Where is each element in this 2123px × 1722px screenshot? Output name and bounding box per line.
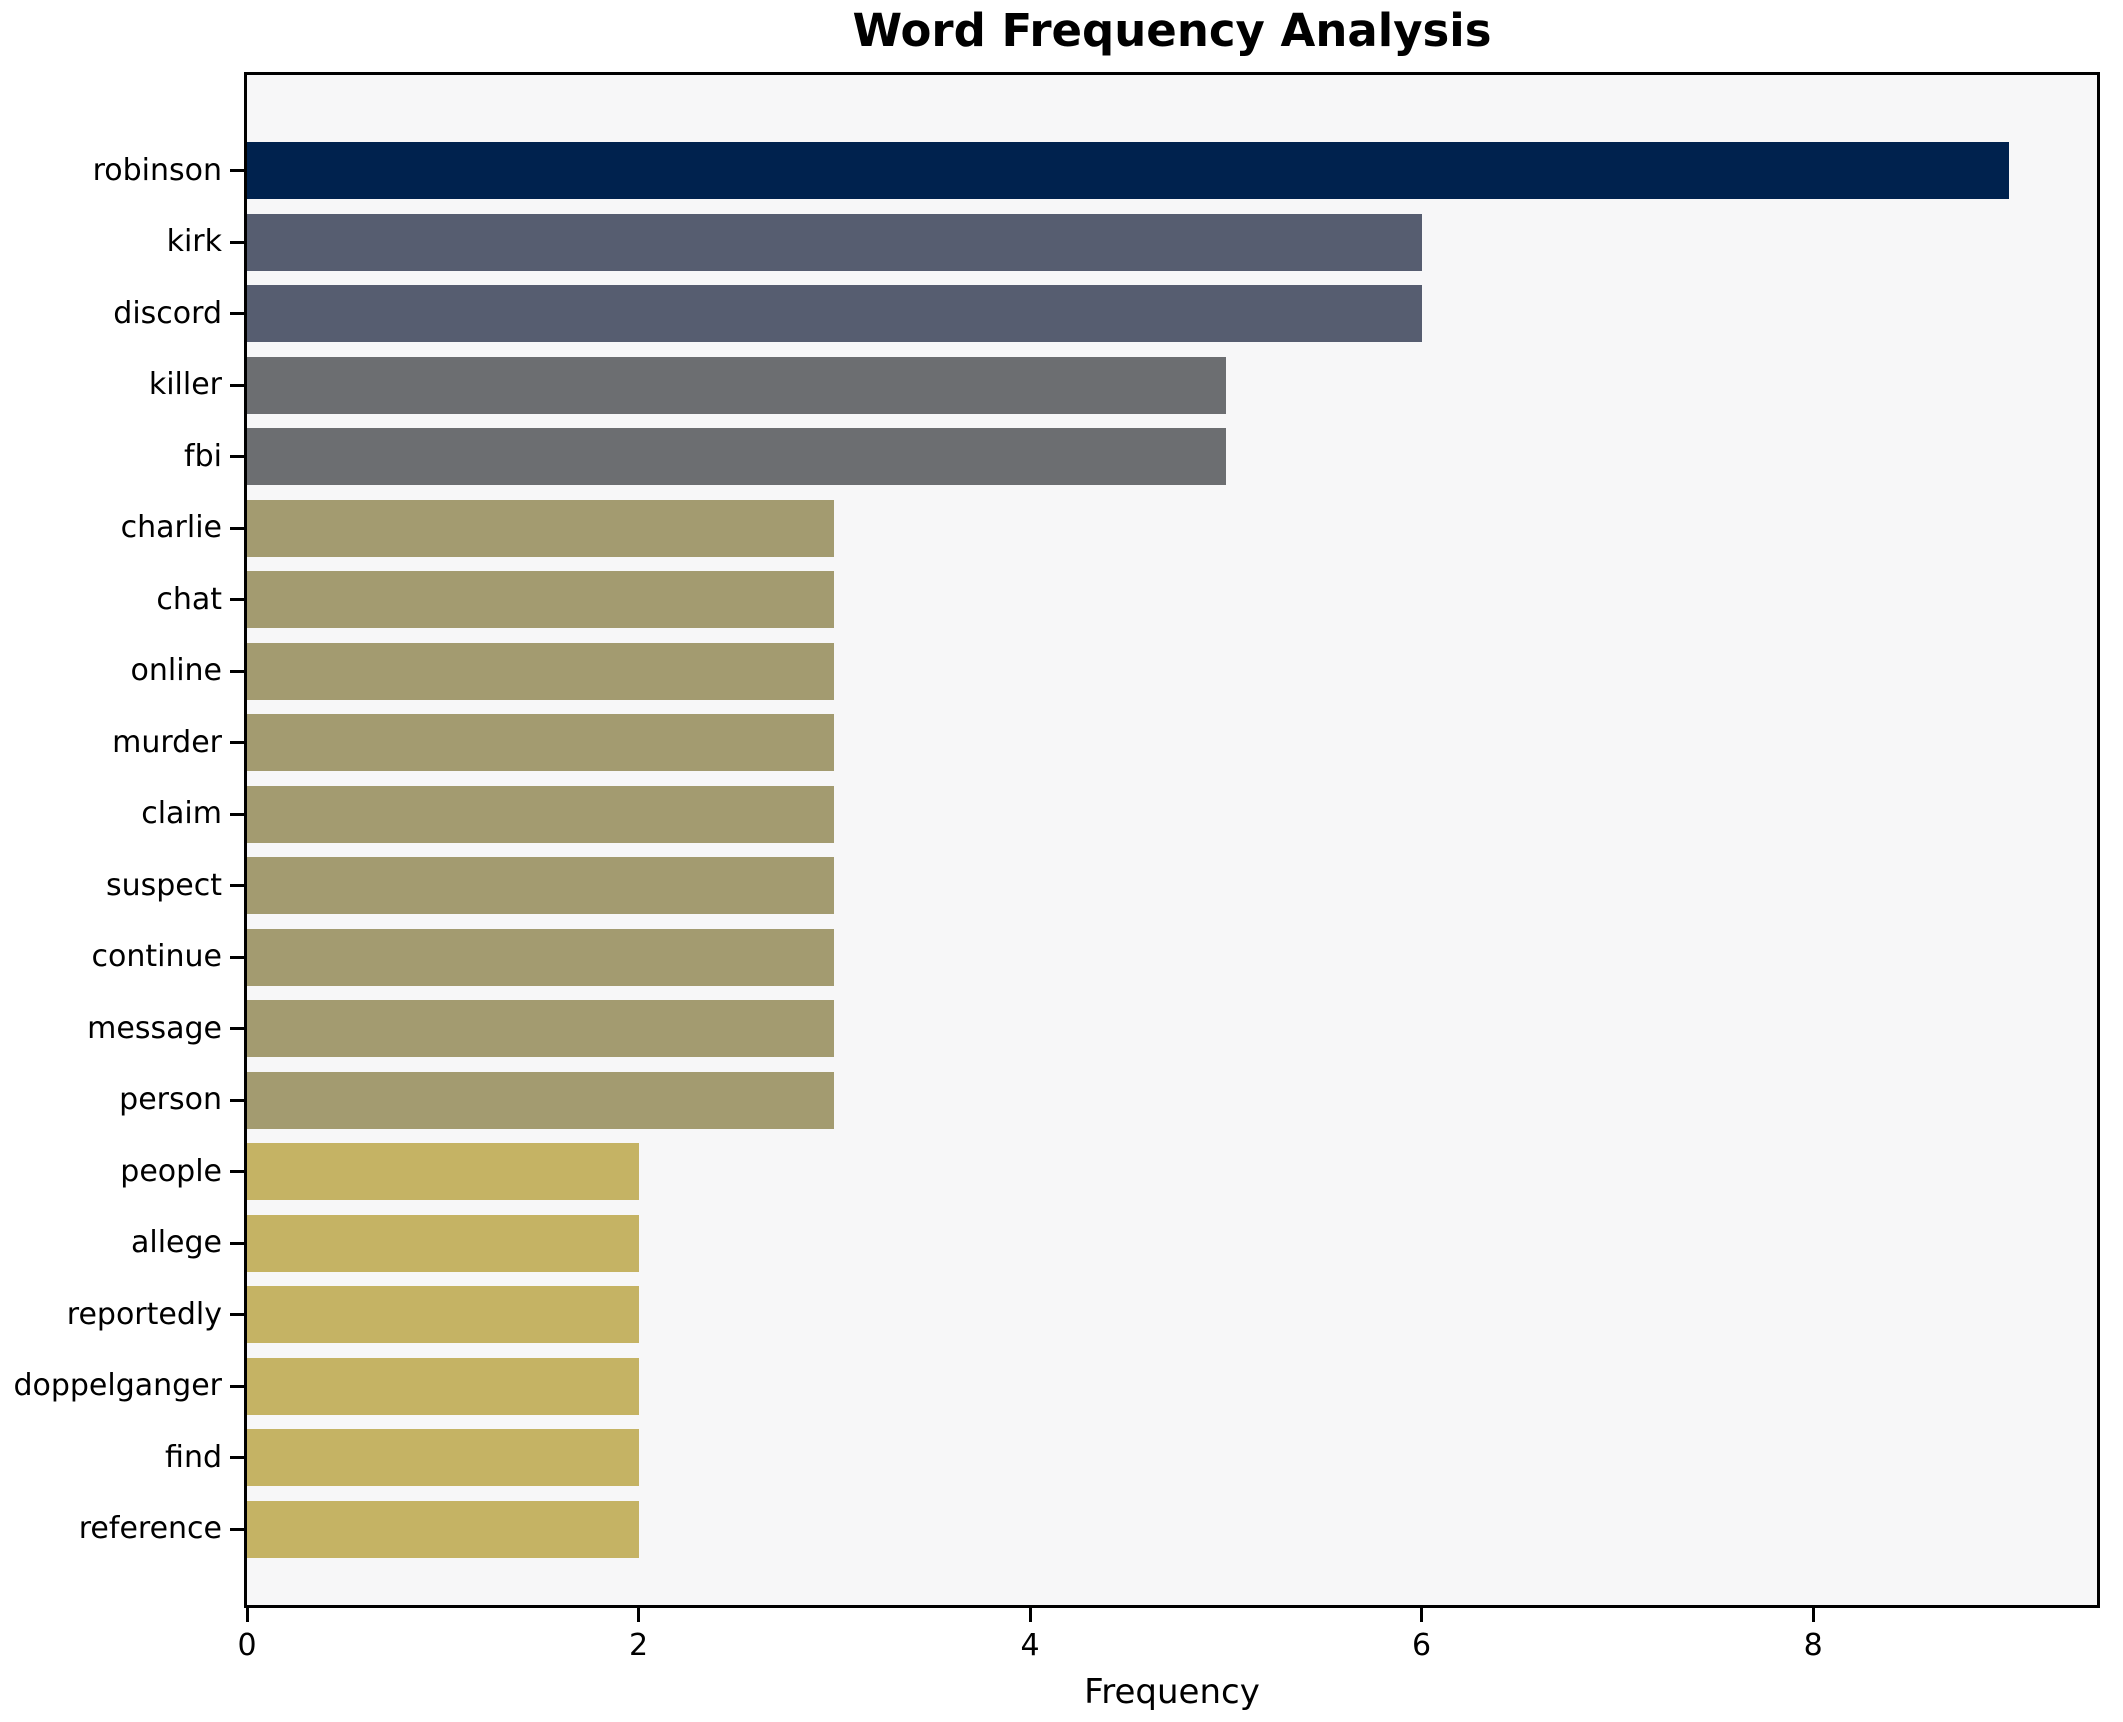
x-tick-mark: [1028, 1608, 1032, 1622]
y-tick-mark: [230, 598, 244, 602]
y-tick-label-reportedly: reportedly: [66, 1296, 222, 1332]
x-axis-label: Frequency: [1084, 1672, 1260, 1712]
y-tick-mark: [230, 1241, 244, 1245]
y-tick-mark: [230, 884, 244, 888]
x-tick-mark: [245, 1608, 249, 1622]
bar-online: [247, 642, 835, 700]
chart-title: Word Frequency Analysis: [852, 4, 1492, 57]
x-tick-label-2: 2: [628, 1628, 649, 1663]
y-tick-mark: [230, 669, 244, 673]
bar-robinson: [247, 142, 2009, 200]
y-tick-mark: [230, 812, 244, 816]
bar-murder: [247, 714, 835, 772]
bar-find: [247, 1429, 639, 1487]
y-tick-label-person: person: [119, 1082, 222, 1118]
y-tick-mark: [230, 1027, 244, 1031]
y-tick-label-doppelganger: doppelganger: [13, 1368, 222, 1404]
bar-suspect: [247, 857, 835, 915]
bar-reference: [247, 1500, 639, 1558]
bar-fbi: [247, 428, 1226, 486]
x-tick-mark: [1811, 1608, 1815, 1622]
x-tick-label-6: 6: [1412, 1628, 1432, 1663]
y-tick-mark: [230, 455, 244, 459]
bar-allege: [247, 1214, 639, 1272]
bar-reportedly: [247, 1286, 639, 1344]
y-tick-mark: [230, 1384, 244, 1388]
x-tick-label-0: 0: [237, 1628, 257, 1663]
x-tick-mark: [637, 1608, 641, 1622]
y-tick-label-reference: reference: [78, 1511, 222, 1547]
y-tick-mark: [230, 955, 244, 959]
bar-doppelganger: [247, 1357, 639, 1415]
bar-continue: [247, 928, 835, 986]
x-tick-label-8: 8: [1803, 1628, 1823, 1663]
bar-claim: [247, 785, 835, 843]
bar-people: [247, 1143, 639, 1201]
y-tick-label-murder: murder: [112, 724, 222, 760]
y-tick-label-chat: chat: [156, 581, 222, 617]
y-tick-label-allege: allege: [130, 1225, 222, 1261]
y-tick-label-discord: discord: [113, 295, 222, 331]
y-tick-label-suspect: suspect: [105, 867, 222, 903]
y-tick-label-charlie: charlie: [120, 510, 222, 546]
bar-message: [247, 1000, 835, 1058]
y-tick-label-message: message: [87, 1010, 222, 1046]
y-tick-mark: [230, 1170, 244, 1174]
bar-kirk: [247, 213, 1422, 271]
y-tick-label-fbi: fbi: [184, 438, 222, 474]
y-tick-label-killer: killer: [148, 367, 222, 403]
y-tick-mark: [230, 312, 244, 316]
y-tick-mark: [230, 240, 244, 244]
y-tick-label-people: people: [120, 1153, 222, 1189]
y-tick-mark: [230, 169, 244, 173]
plot-area: [244, 72, 2100, 1608]
y-tick-label-kirk: kirk: [166, 224, 222, 260]
y-tick-mark: [230, 741, 244, 745]
y-tick-mark: [230, 526, 244, 530]
bar-discord: [247, 285, 1422, 343]
y-tick-label-find: find: [165, 1439, 222, 1475]
y-tick-mark: [230, 1527, 244, 1531]
y-tick-label-online: online: [130, 653, 222, 689]
x-tick-label-4: 4: [1020, 1628, 1040, 1663]
y-tick-mark: [230, 1098, 244, 1102]
y-tick-mark: [230, 1456, 244, 1460]
y-tick-mark: [230, 383, 244, 387]
bar-chat: [247, 571, 835, 629]
bar-killer: [247, 356, 1226, 414]
y-tick-label-robinson: robinson: [92, 152, 222, 188]
y-tick-label-continue: continue: [91, 939, 222, 975]
x-tick-mark: [1420, 1608, 1424, 1622]
y-tick-label-claim: claim: [141, 796, 222, 832]
y-tick-mark: [230, 1313, 244, 1317]
bar-person: [247, 1071, 835, 1129]
bar-charlie: [247, 499, 835, 557]
